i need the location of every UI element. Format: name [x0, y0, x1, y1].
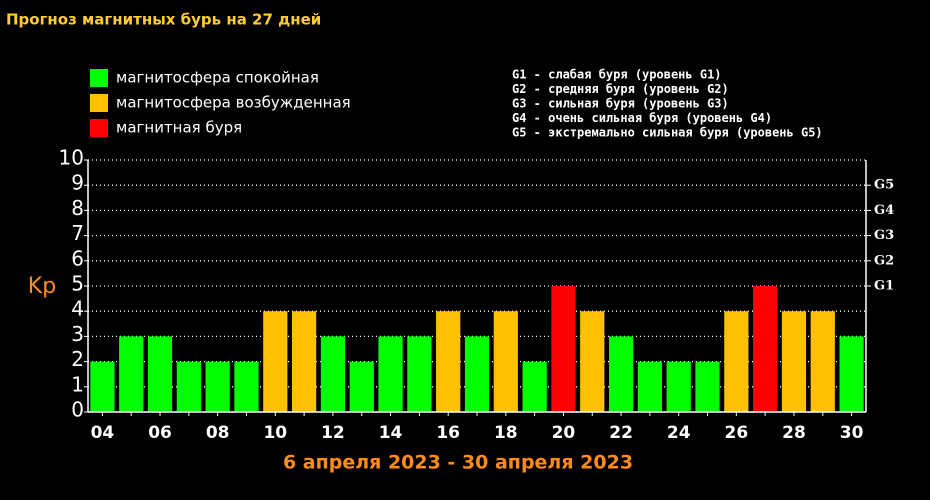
bar: [436, 311, 461, 412]
legend-swatch: [90, 119, 108, 137]
bar: [263, 311, 288, 412]
bar: [666, 361, 691, 412]
bar: [378, 336, 403, 412]
x-tick-label: 14: [379, 423, 403, 443]
y-tick-label: 9: [71, 171, 84, 195]
bar: [234, 361, 259, 412]
y-tick-label: 1: [71, 372, 84, 396]
bar: [695, 361, 720, 412]
x-tick-label: 28: [782, 423, 806, 443]
y-tick-label: 4: [71, 297, 84, 321]
g-legend-text: G3 - сильная буря (уровень G3): [512, 97, 729, 111]
y2-tick-label: G3: [874, 228, 894, 243]
y2-tick-label: G4: [874, 203, 894, 218]
x-tick-label: 24: [667, 423, 691, 443]
y-tick-label: 7: [71, 221, 84, 245]
legend-swatch: [90, 69, 108, 87]
g-legend-text: G5 - экстремально сильная буря (уровень …: [512, 126, 823, 140]
y-tick-label: 0: [71, 398, 84, 422]
bar: [119, 336, 144, 412]
bar: [493, 311, 518, 412]
bar: [753, 286, 778, 412]
chart-title: Прогноз магнитных бурь на 27 дней: [6, 11, 321, 29]
y2-tick-label: G1: [874, 279, 894, 294]
bar: [320, 336, 346, 412]
bar: [810, 311, 835, 412]
x-tick-label: 22: [609, 423, 633, 443]
y-axis-label: Kp: [28, 274, 56, 299]
x-tick-label: 04: [91, 423, 115, 443]
y-tick-label: 3: [71, 322, 84, 346]
bar: [724, 311, 749, 412]
y2-tick-label: G2: [874, 253, 894, 268]
x-tick-label: 06: [148, 423, 172, 443]
x-tick-label: 18: [494, 423, 518, 443]
y-tick-label: 6: [71, 246, 84, 270]
x-tick-label: 30: [840, 423, 864, 443]
bar: [781, 311, 807, 412]
x-tick-label: 08: [206, 423, 230, 443]
bar: [464, 336, 490, 412]
y-tick-label: 8: [71, 196, 84, 220]
y2-tick-label: G5: [874, 178, 894, 193]
x-tick-label: 26: [724, 423, 748, 443]
x-tick-label: 16: [436, 423, 460, 443]
legend-swatch: [90, 94, 108, 112]
bar: [176, 361, 201, 412]
bar: [349, 361, 374, 412]
bar: [839, 336, 864, 412]
g-legend-text: G2 - средняя буря (уровень G2): [512, 82, 729, 96]
bar: [580, 311, 605, 412]
y-tick-label: 2: [71, 347, 84, 371]
bar: [147, 336, 173, 412]
y-tick-label: 10: [59, 146, 84, 170]
g-legend-text: G1 - слабая буря (уровень G1): [512, 68, 722, 82]
legend-label: магнитосфера спокойная: [116, 69, 319, 87]
bar: [608, 336, 634, 412]
bar: [90, 361, 115, 412]
legend-label: магнитная буря: [116, 119, 242, 137]
g-legend-text: G4 - очень сильная буря (уровень G4): [512, 111, 772, 125]
bar: [205, 361, 230, 412]
x-axis-label: 6 апреля 2023 - 30 апреля 2023: [283, 452, 633, 474]
bar: [637, 361, 662, 412]
x-tick-label: 10: [263, 423, 287, 443]
x-tick-label: 20: [552, 423, 576, 443]
x-tick-label: 12: [321, 423, 345, 443]
bar: [407, 336, 432, 412]
bar: [292, 311, 317, 412]
bar: [522, 361, 547, 412]
legend-label: магнитосфера возбужденная: [116, 94, 351, 112]
y-tick-label: 5: [71, 272, 84, 296]
bar: [551, 286, 576, 412]
